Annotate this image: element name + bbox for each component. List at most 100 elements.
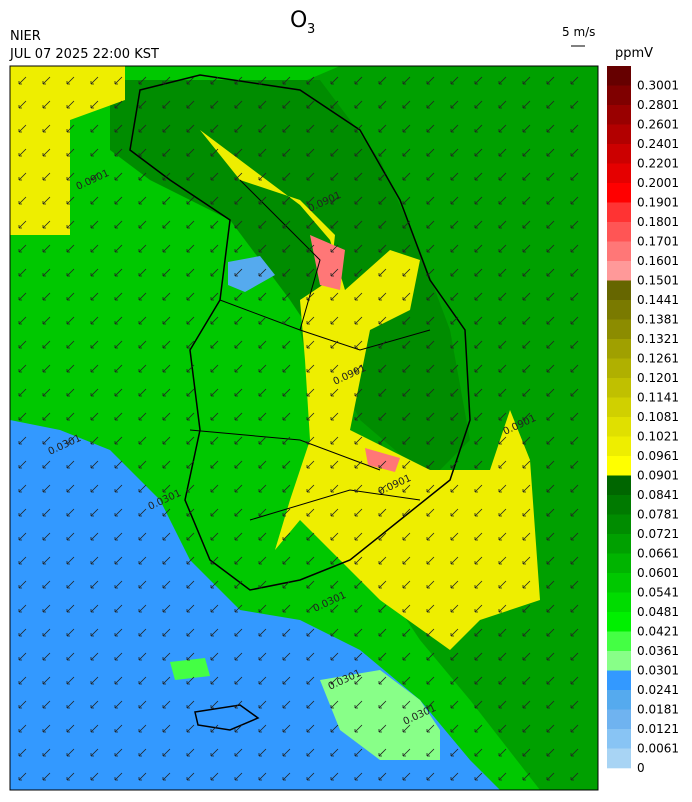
wind-arrow bbox=[282, 76, 291, 85]
wind-arrow bbox=[66, 652, 75, 661]
wind-arrow bbox=[306, 724, 315, 733]
wind-arrow bbox=[186, 556, 195, 565]
wind-arrow bbox=[18, 604, 27, 613]
colorbar-box bbox=[607, 378, 631, 398]
wind-arrow bbox=[282, 292, 291, 301]
wind-arrow bbox=[42, 604, 51, 613]
wind-arrow bbox=[282, 412, 291, 421]
wind-arrow bbox=[210, 772, 219, 781]
wind-arrow bbox=[378, 724, 387, 733]
wind-arrow bbox=[138, 124, 147, 133]
wind-arrow bbox=[234, 556, 243, 565]
wind-arrow bbox=[42, 460, 51, 469]
wind-arrow bbox=[138, 508, 147, 517]
wind-arrow bbox=[474, 460, 483, 469]
wind-arrow bbox=[522, 508, 531, 517]
wind-arrow bbox=[330, 124, 339, 133]
wind-arrow bbox=[138, 724, 147, 733]
wind-arrow bbox=[90, 460, 99, 469]
wind-arrow bbox=[18, 676, 27, 685]
wind-arrow bbox=[42, 412, 51, 421]
wind-arrow bbox=[162, 340, 171, 349]
wind-arrow bbox=[522, 556, 531, 565]
wind-arrow bbox=[330, 484, 339, 493]
wind-arrow bbox=[162, 556, 171, 565]
wind-arrow bbox=[522, 724, 531, 733]
wind-arrow bbox=[18, 388, 27, 397]
wind-arrow bbox=[306, 388, 315, 397]
wind-arrow bbox=[378, 196, 387, 205]
wind-arrow bbox=[18, 460, 27, 469]
wind-arrow bbox=[522, 100, 531, 109]
wind-arrow bbox=[474, 292, 483, 301]
wind-arrow bbox=[378, 244, 387, 253]
wind-arrow bbox=[18, 244, 27, 253]
wind-arrow bbox=[426, 364, 435, 373]
wind-arrow bbox=[450, 676, 459, 685]
wind-arrow bbox=[546, 124, 555, 133]
wind-arrow bbox=[66, 748, 75, 757]
colorbar-label: 0.0241 bbox=[637, 683, 679, 697]
wind-arrow bbox=[234, 724, 243, 733]
wind-arrow bbox=[90, 124, 99, 133]
wind-arrow bbox=[522, 532, 531, 541]
colorbar-box bbox=[607, 241, 631, 262]
wind-arrow bbox=[378, 508, 387, 517]
wind-arrow bbox=[546, 604, 555, 613]
wind-arrow bbox=[186, 364, 195, 373]
wind-arrow bbox=[378, 700, 387, 709]
wind-arrow bbox=[210, 364, 219, 373]
wind-arrow bbox=[90, 748, 99, 757]
wind-arrow bbox=[114, 508, 123, 517]
wind-arrow bbox=[450, 700, 459, 709]
wind-arrow bbox=[330, 628, 339, 637]
wind-arrow bbox=[474, 556, 483, 565]
wind-arrow bbox=[306, 436, 315, 445]
wind-arrow bbox=[66, 244, 75, 253]
wind-arrow bbox=[330, 292, 339, 301]
wind-arrow bbox=[546, 580, 555, 589]
wind-arrow bbox=[306, 148, 315, 157]
wind-arrow bbox=[570, 772, 579, 781]
wind-arrow bbox=[450, 748, 459, 757]
wind-arrow bbox=[378, 220, 387, 229]
wind-arrow bbox=[186, 652, 195, 661]
colorbar-box bbox=[607, 280, 631, 301]
wind-arrow bbox=[138, 604, 147, 613]
wind-arrow bbox=[546, 316, 555, 325]
wind-arrow bbox=[234, 340, 243, 349]
wind-arrow bbox=[522, 388, 531, 397]
wind-arrow bbox=[66, 148, 75, 157]
wind-arrow bbox=[378, 772, 387, 781]
wind-arrow bbox=[162, 412, 171, 421]
wind-arrow bbox=[426, 724, 435, 733]
wind-arrow bbox=[426, 100, 435, 109]
wind-arrow bbox=[450, 196, 459, 205]
wind-arrow bbox=[306, 100, 315, 109]
colorbar-label: 0 bbox=[637, 761, 645, 775]
wind-arrow bbox=[354, 628, 363, 637]
wind-arrow bbox=[258, 124, 267, 133]
wind-arrow bbox=[450, 604, 459, 613]
wind-arrow bbox=[282, 148, 291, 157]
wind-arrow bbox=[306, 772, 315, 781]
wind-arrow bbox=[42, 268, 51, 277]
colorbar-box bbox=[607, 670, 631, 691]
wind-arrow bbox=[330, 340, 339, 349]
wind-arrow bbox=[426, 676, 435, 685]
wind-arrow bbox=[258, 244, 267, 253]
wind-arrow bbox=[546, 436, 555, 445]
wind-arrow bbox=[210, 220, 219, 229]
wind-arrow bbox=[378, 580, 387, 589]
colorbar-box bbox=[607, 261, 631, 281]
wind-arrow bbox=[162, 508, 171, 517]
wind-arrow bbox=[42, 652, 51, 661]
wind-arrow bbox=[18, 652, 27, 661]
colorbar-box bbox=[607, 202, 631, 223]
wind-arrow bbox=[258, 556, 267, 565]
wind-arrow bbox=[474, 772, 483, 781]
colorbar-box bbox=[607, 651, 631, 671]
wind-arrow bbox=[42, 76, 51, 85]
wind-arrow bbox=[354, 436, 363, 445]
wind-arrow bbox=[90, 556, 99, 565]
